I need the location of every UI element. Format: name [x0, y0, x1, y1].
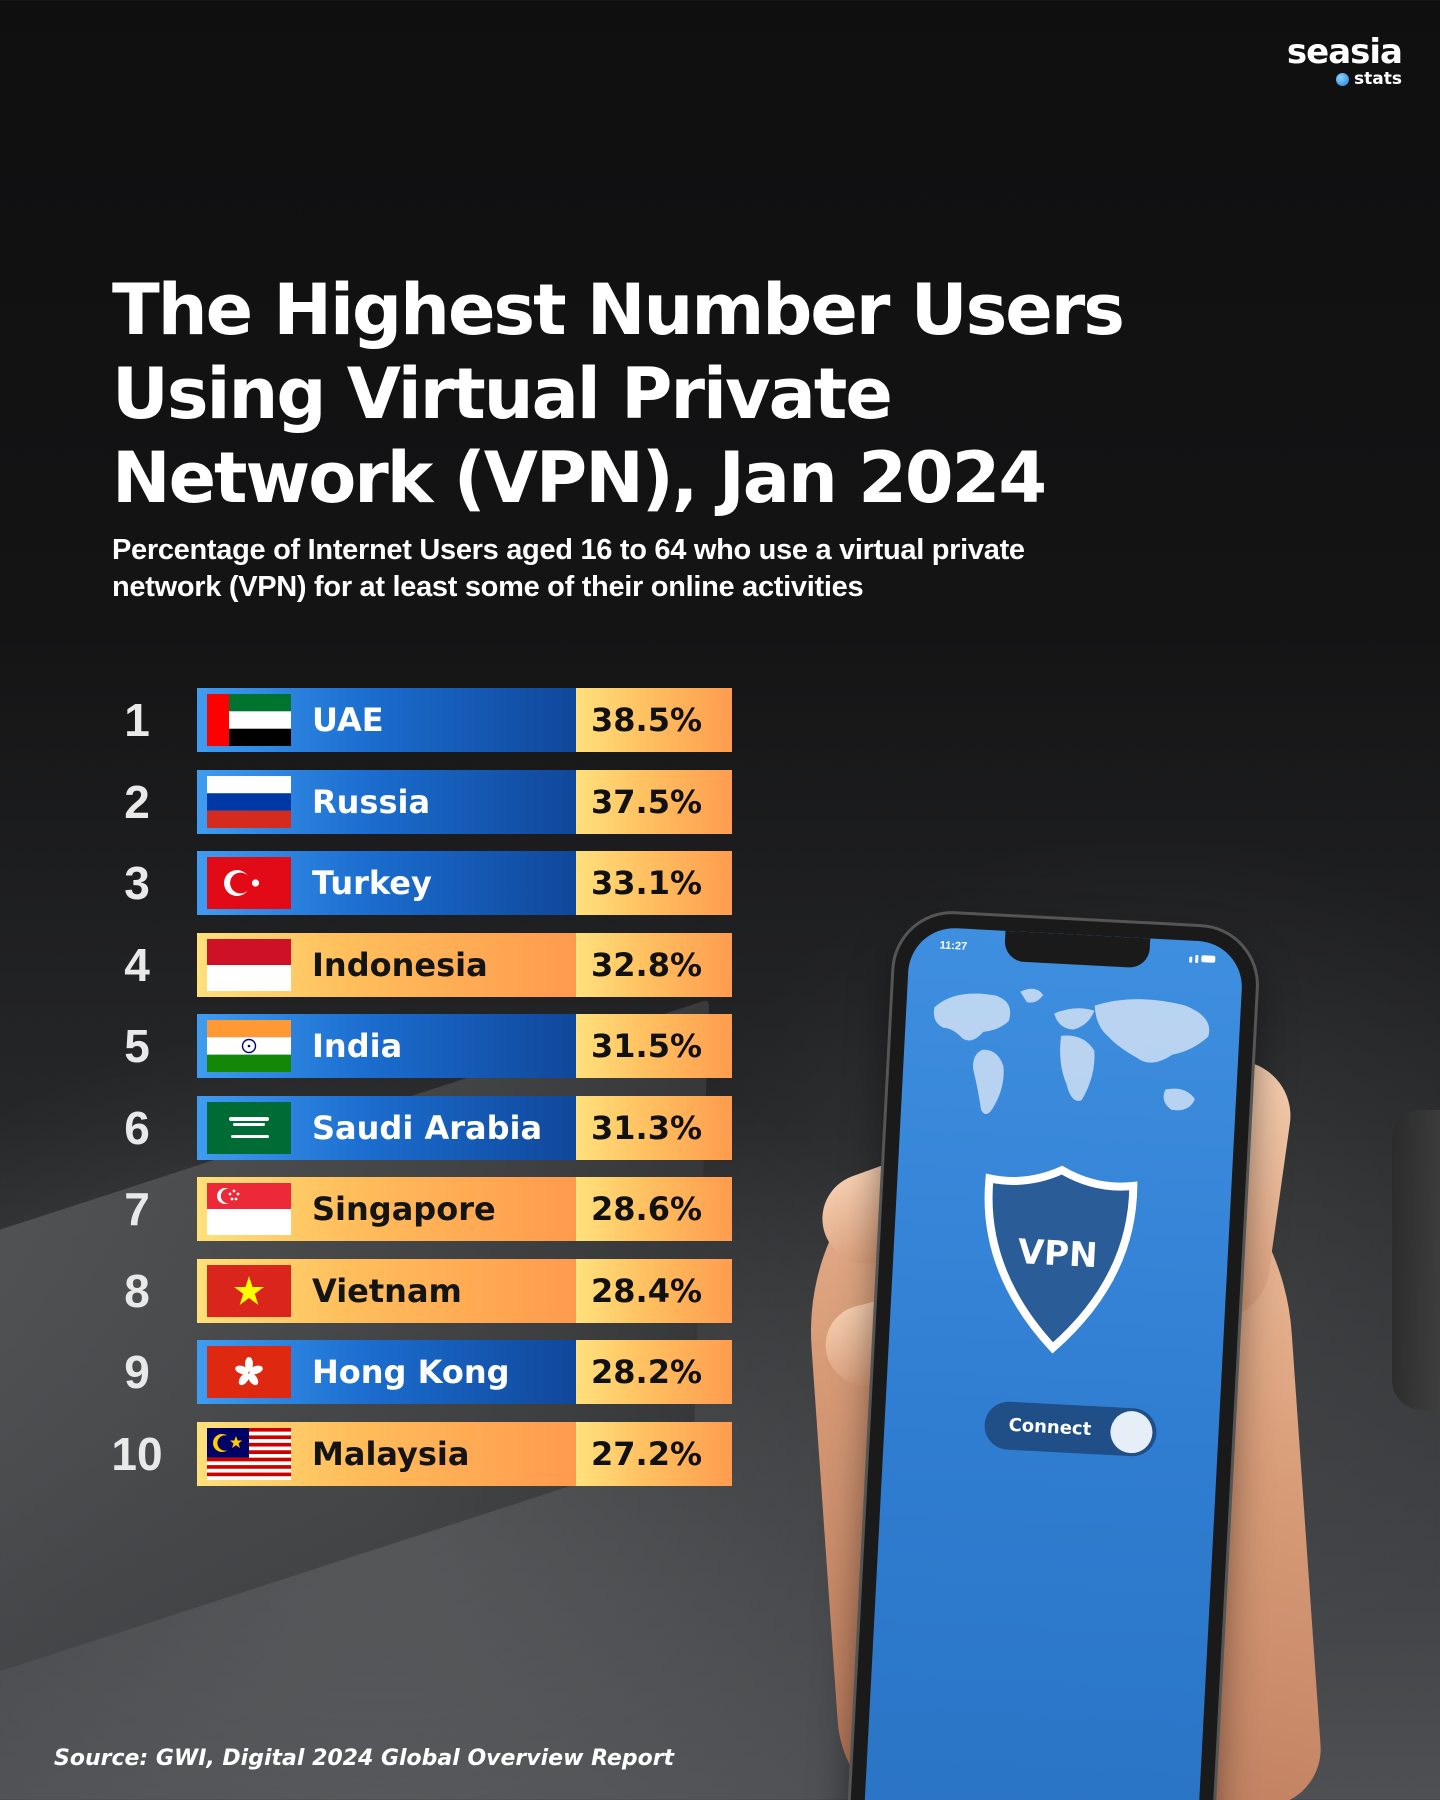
india-flag-icon	[207, 1020, 291, 1072]
table-row: 6 Saudi Arabia 31.3%	[0, 1095, 740, 1160]
page-title: The Highest Number Users Using Virtual P…	[112, 269, 1125, 519]
vpn-usage-value: 38.5%	[576, 688, 732, 752]
country-label-cell: UAE	[197, 688, 576, 752]
background-mug	[1392, 1110, 1440, 1410]
rank-number: 4	[124, 938, 150, 991]
country-name: Russia	[312, 782, 431, 821]
table-row: 5 India 31.5%	[0, 1014, 740, 1078]
country-name: Turkey	[312, 864, 432, 902]
globe-dot-icon	[1336, 72, 1350, 86]
source-note: Source: GWI, Digital 2024 Global Overvie…	[54, 1746, 675, 1771]
vpn-usage-value: 27.2%	[576, 1421, 732, 1486]
country-label-cell: Hong Kong	[197, 1340, 576, 1404]
connect-toggle[interactable]: Connect	[983, 1400, 1158, 1458]
vpn-usage-value: 28.4%	[576, 1258, 732, 1323]
vpn-usage-value: 33.1%	[576, 851, 732, 915]
ranking-table: 1 UAE 38.5% 2 Russia 37.5% 3 Turkey 33.1% 4 Indone…	[0, 688, 740, 1488]
rank-number: 2	[124, 775, 150, 828]
table-row: 10 Malaysia 27.2%	[0, 1421, 740, 1486]
country-name: UAE	[312, 701, 384, 739]
connect-label: Connect	[1008, 1414, 1092, 1441]
country-name: Vietnam	[312, 1271, 462, 1310]
rank-number: 10	[111, 1427, 163, 1480]
country-label-cell: Turkey	[197, 851, 576, 915]
vpn-shield-icon	[984, 1165, 1138, 1354]
country-name: Indonesia	[312, 945, 488, 984]
logo-word: seasia	[1286, 32, 1403, 72]
table-row: 9 Hong Kong 28.2%	[0, 1340, 740, 1404]
vpn-usage-value: 37.5%	[576, 769, 732, 834]
logo-sub-text: stats	[1354, 69, 1402, 89]
country-bar: India 31.5%	[197, 1014, 732, 1078]
vietnam-flag-icon	[207, 1264, 291, 1317]
indonesia-flag-icon	[207, 938, 291, 991]
logo-sub: stats	[1287, 70, 1402, 88]
rank-number: 1	[124, 694, 150, 746]
rank-number: 9	[124, 1346, 150, 1398]
rank-number: 6	[124, 1101, 150, 1154]
vpn-usage-value: 31.5%	[576, 1014, 732, 1078]
vpn-usage-value: 28.2%	[576, 1340, 732, 1404]
saudi-arabia-flag-icon	[207, 1101, 291, 1154]
country-name: Singapore	[312, 1190, 496, 1228]
country-name: Hong Kong	[312, 1353, 510, 1391]
rank-number: 7	[124, 1183, 150, 1235]
country-label-cell: Vietnam	[197, 1258, 576, 1323]
country-bar: Malaysia 27.2%	[197, 1421, 732, 1486]
singapore-flag-icon	[207, 1183, 291, 1235]
table-row: 4 Indonesia 32.8%	[0, 932, 740, 997]
country-name: India	[312, 1027, 403, 1065]
vpn-label: VPN	[1016, 1231, 1099, 1277]
status-icons	[1175, 954, 1216, 964]
country-bar: Indonesia 32.8%	[197, 932, 732, 997]
russia-flag-icon	[207, 775, 291, 828]
phone-screen: 11:27 VPN Connect	[861, 925, 1245, 1800]
vpn-usage-value: 28.6%	[576, 1177, 732, 1241]
table-row: 3 Turkey 33.1%	[0, 851, 740, 915]
toggle-knob	[1109, 1410, 1154, 1455]
country-label-cell: Indonesia	[197, 932, 576, 997]
country-bar: Russia 37.5%	[197, 769, 732, 834]
page-subtitle: Percentage of Internet Users aged 16 to …	[112, 534, 1025, 603]
country-name: Saudi Arabia	[312, 1108, 543, 1147]
world-map-icon	[933, 988, 1210, 1115]
phone-time: 11:27	[939, 939, 968, 953]
malaysia-flag-icon	[207, 1427, 291, 1480]
country-name: Malaysia	[312, 1434, 470, 1473]
country-bar: UAE 38.5%	[197, 688, 732, 752]
country-bar: Turkey 33.1%	[197, 851, 732, 915]
vpn-usage-value: 31.3%	[576, 1095, 732, 1160]
country-bar: Saudi Arabia 31.3%	[197, 1095, 732, 1160]
rank-number: 5	[124, 1020, 150, 1072]
rank-number: 8	[124, 1264, 150, 1317]
table-row: 7 Singapore 28.6%	[0, 1177, 740, 1241]
brand-logo: seasia stats	[1286, 32, 1403, 88]
uae-flag-icon	[207, 694, 291, 746]
vpn-usage-value: 32.8%	[576, 932, 732, 997]
country-label-cell: Malaysia	[197, 1421, 576, 1486]
phone-notch	[1003, 930, 1151, 969]
table-row: 2 Russia 37.5%	[0, 769, 740, 834]
country-label-cell: Russia	[197, 769, 576, 834]
table-row: 8 Vietnam 28.4%	[0, 1258, 740, 1323]
country-bar: Vietnam 28.4%	[197, 1258, 732, 1323]
hong-kong-flag-icon	[207, 1346, 291, 1398]
country-bar: Singapore 28.6%	[197, 1177, 732, 1241]
country-label-cell: India	[197, 1014, 576, 1078]
rank-number: 3	[124, 857, 150, 909]
table-row: 1 UAE 38.5%	[0, 688, 740, 752]
country-label-cell: Saudi Arabia	[197, 1095, 576, 1160]
turkey-flag-icon	[207, 857, 291, 909]
country-bar: Hong Kong 28.2%	[197, 1340, 732, 1404]
country-label-cell: Singapore	[197, 1177, 576, 1241]
phone-illustration: 11:27 VPN Connect	[847, 911, 1259, 1800]
